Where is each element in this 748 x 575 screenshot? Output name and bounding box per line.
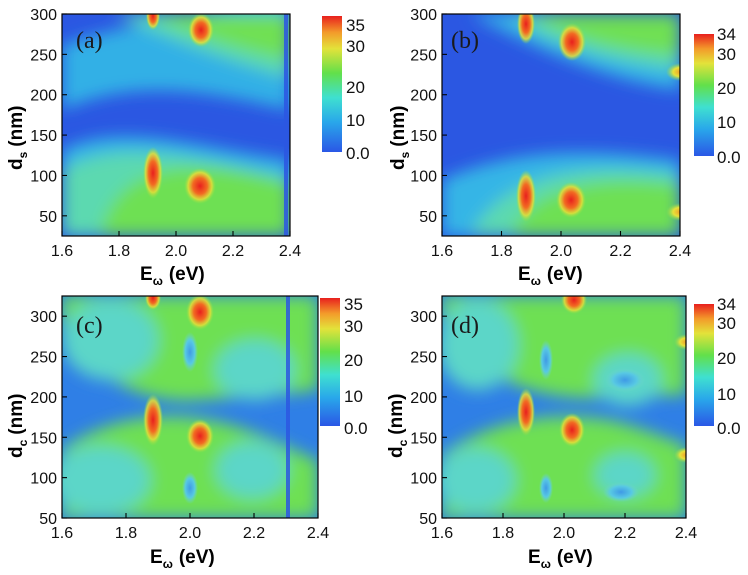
cb-a-label-30: 30 xyxy=(346,37,365,56)
y-tick-label: 50 xyxy=(419,511,437,528)
x-tick-label: 2.2 xyxy=(614,525,636,542)
panel-c xyxy=(61,295,319,519)
y-tick-label: 250 xyxy=(30,350,57,367)
x-tick-label: 2.4 xyxy=(279,243,301,260)
colorbar-c xyxy=(320,298,340,426)
x-tick-label: 2.4 xyxy=(307,525,329,542)
y-tick-label: 150 xyxy=(410,430,437,447)
axis-ticks: 1.6 1.8 2.0 2.2 2.4 50 100 150 200 250 300 1.6 1.8 2.… xyxy=(30,7,697,542)
xlabel-b: Eω (eV) xyxy=(518,264,583,288)
cb-d-label-10: 10 xyxy=(717,385,736,404)
panel-d xyxy=(441,295,687,519)
y-tick-label: 200 xyxy=(410,390,437,407)
heatmap-d xyxy=(442,296,686,518)
y-tick-label: 300 xyxy=(410,309,437,326)
colorbar-a xyxy=(322,16,342,152)
y-tick-label: 150 xyxy=(30,430,57,447)
x-tick-label: 2.0 xyxy=(553,525,575,542)
heatmap-c xyxy=(62,296,318,518)
y-tick-label: 300 xyxy=(30,309,57,326)
cb-a-label-20: 20 xyxy=(346,78,365,97)
cb-b-label-10: 10 xyxy=(717,113,736,132)
heatmap-b xyxy=(442,14,680,236)
x-tick-label: 2.0 xyxy=(179,525,201,542)
y-tick-label: 250 xyxy=(410,47,437,64)
y-tick-label: 100 xyxy=(30,471,57,488)
cb-b-label-top: 34 xyxy=(717,25,736,44)
x-tick-label: 1.8 xyxy=(108,243,130,260)
ylabel-a: ds(nm) xyxy=(6,106,30,170)
colorbar-d xyxy=(694,304,714,426)
cb-c-label-top: 35 xyxy=(344,295,363,314)
panel-a xyxy=(61,13,291,237)
x-tick-label: 2.2 xyxy=(243,525,265,542)
y-tick-label: 150 xyxy=(30,128,57,145)
cb-b-label-20: 20 xyxy=(717,79,736,98)
x-tick-label: 1.8 xyxy=(115,525,137,542)
x-tick-label: 2.2 xyxy=(222,243,244,260)
ylabel-b: ds(nm) xyxy=(388,106,412,170)
y-tick-label: 200 xyxy=(30,390,57,407)
cb-a-label-top: 35 xyxy=(346,16,365,35)
y-tick-label: 100 xyxy=(410,471,437,488)
panel-label-d: (d) xyxy=(451,313,479,339)
cb-c-label-20: 20 xyxy=(344,351,363,370)
x-tick-label: 2.2 xyxy=(609,243,631,260)
y-tick-label: 150 xyxy=(410,128,437,145)
y-tick-label: 300 xyxy=(30,7,57,24)
y-tick-label: 100 xyxy=(30,168,57,185)
colorbar-b xyxy=(694,34,714,156)
cb-a-label-10: 10 xyxy=(346,111,365,130)
y-tick-label: 50 xyxy=(39,511,57,528)
panel-label-b: (b) xyxy=(451,28,479,54)
y-tick-label: 100 xyxy=(410,168,437,185)
xlabel-a: Eω (eV) xyxy=(140,264,205,288)
x-tick-label: 1.6 xyxy=(51,525,73,542)
y-tick-label: 200 xyxy=(30,88,57,105)
ylabel-d: dc(nm) xyxy=(386,394,410,458)
y-tick-label: 200 xyxy=(410,88,437,105)
panel-label-a: (a) xyxy=(76,28,103,54)
panel-label-c: (c) xyxy=(76,313,103,339)
cb-d-label-0: 0.0 xyxy=(717,419,741,438)
panel-b xyxy=(441,13,681,237)
x-tick-label: 1.8 xyxy=(492,525,514,542)
cb-c-label-30: 30 xyxy=(344,317,363,336)
x-tick-label: 2.0 xyxy=(165,243,187,260)
y-tick-label: 50 xyxy=(39,209,57,226)
y-tick-label: 250 xyxy=(410,350,437,367)
cb-b-label-0: 0.0 xyxy=(717,148,741,167)
cb-b-label-30: 30 xyxy=(717,45,736,64)
ylabel-c: dc(nm) xyxy=(6,394,30,458)
x-tick-label: 2.4 xyxy=(669,243,691,260)
heatmap-a xyxy=(62,14,290,236)
xlabel-c: Eω (eV) xyxy=(150,547,215,571)
xlabel-d: Eω (eV) xyxy=(528,547,593,571)
x-tick-label: 1.6 xyxy=(51,243,73,260)
x-tick-label: 1.8 xyxy=(490,243,512,260)
cb-d-label-30: 30 xyxy=(717,314,736,333)
cb-a-label-0: 0.0 xyxy=(346,144,370,163)
x-tick-label: 1.6 xyxy=(431,525,453,542)
cb-c-label-0: 0.0 xyxy=(344,419,368,438)
x-tick-label: 1.6 xyxy=(431,243,453,260)
x-tick-label: 2.4 xyxy=(675,525,697,542)
cb-d-label-20: 20 xyxy=(717,349,736,368)
y-tick-label: 300 xyxy=(410,7,437,24)
cb-c-label-10: 10 xyxy=(344,387,363,406)
y-tick-label: 250 xyxy=(30,47,57,64)
cb-d-label-top: 34 xyxy=(717,295,736,314)
y-tick-label: 50 xyxy=(419,209,437,226)
x-tick-label: 2.0 xyxy=(550,243,572,260)
